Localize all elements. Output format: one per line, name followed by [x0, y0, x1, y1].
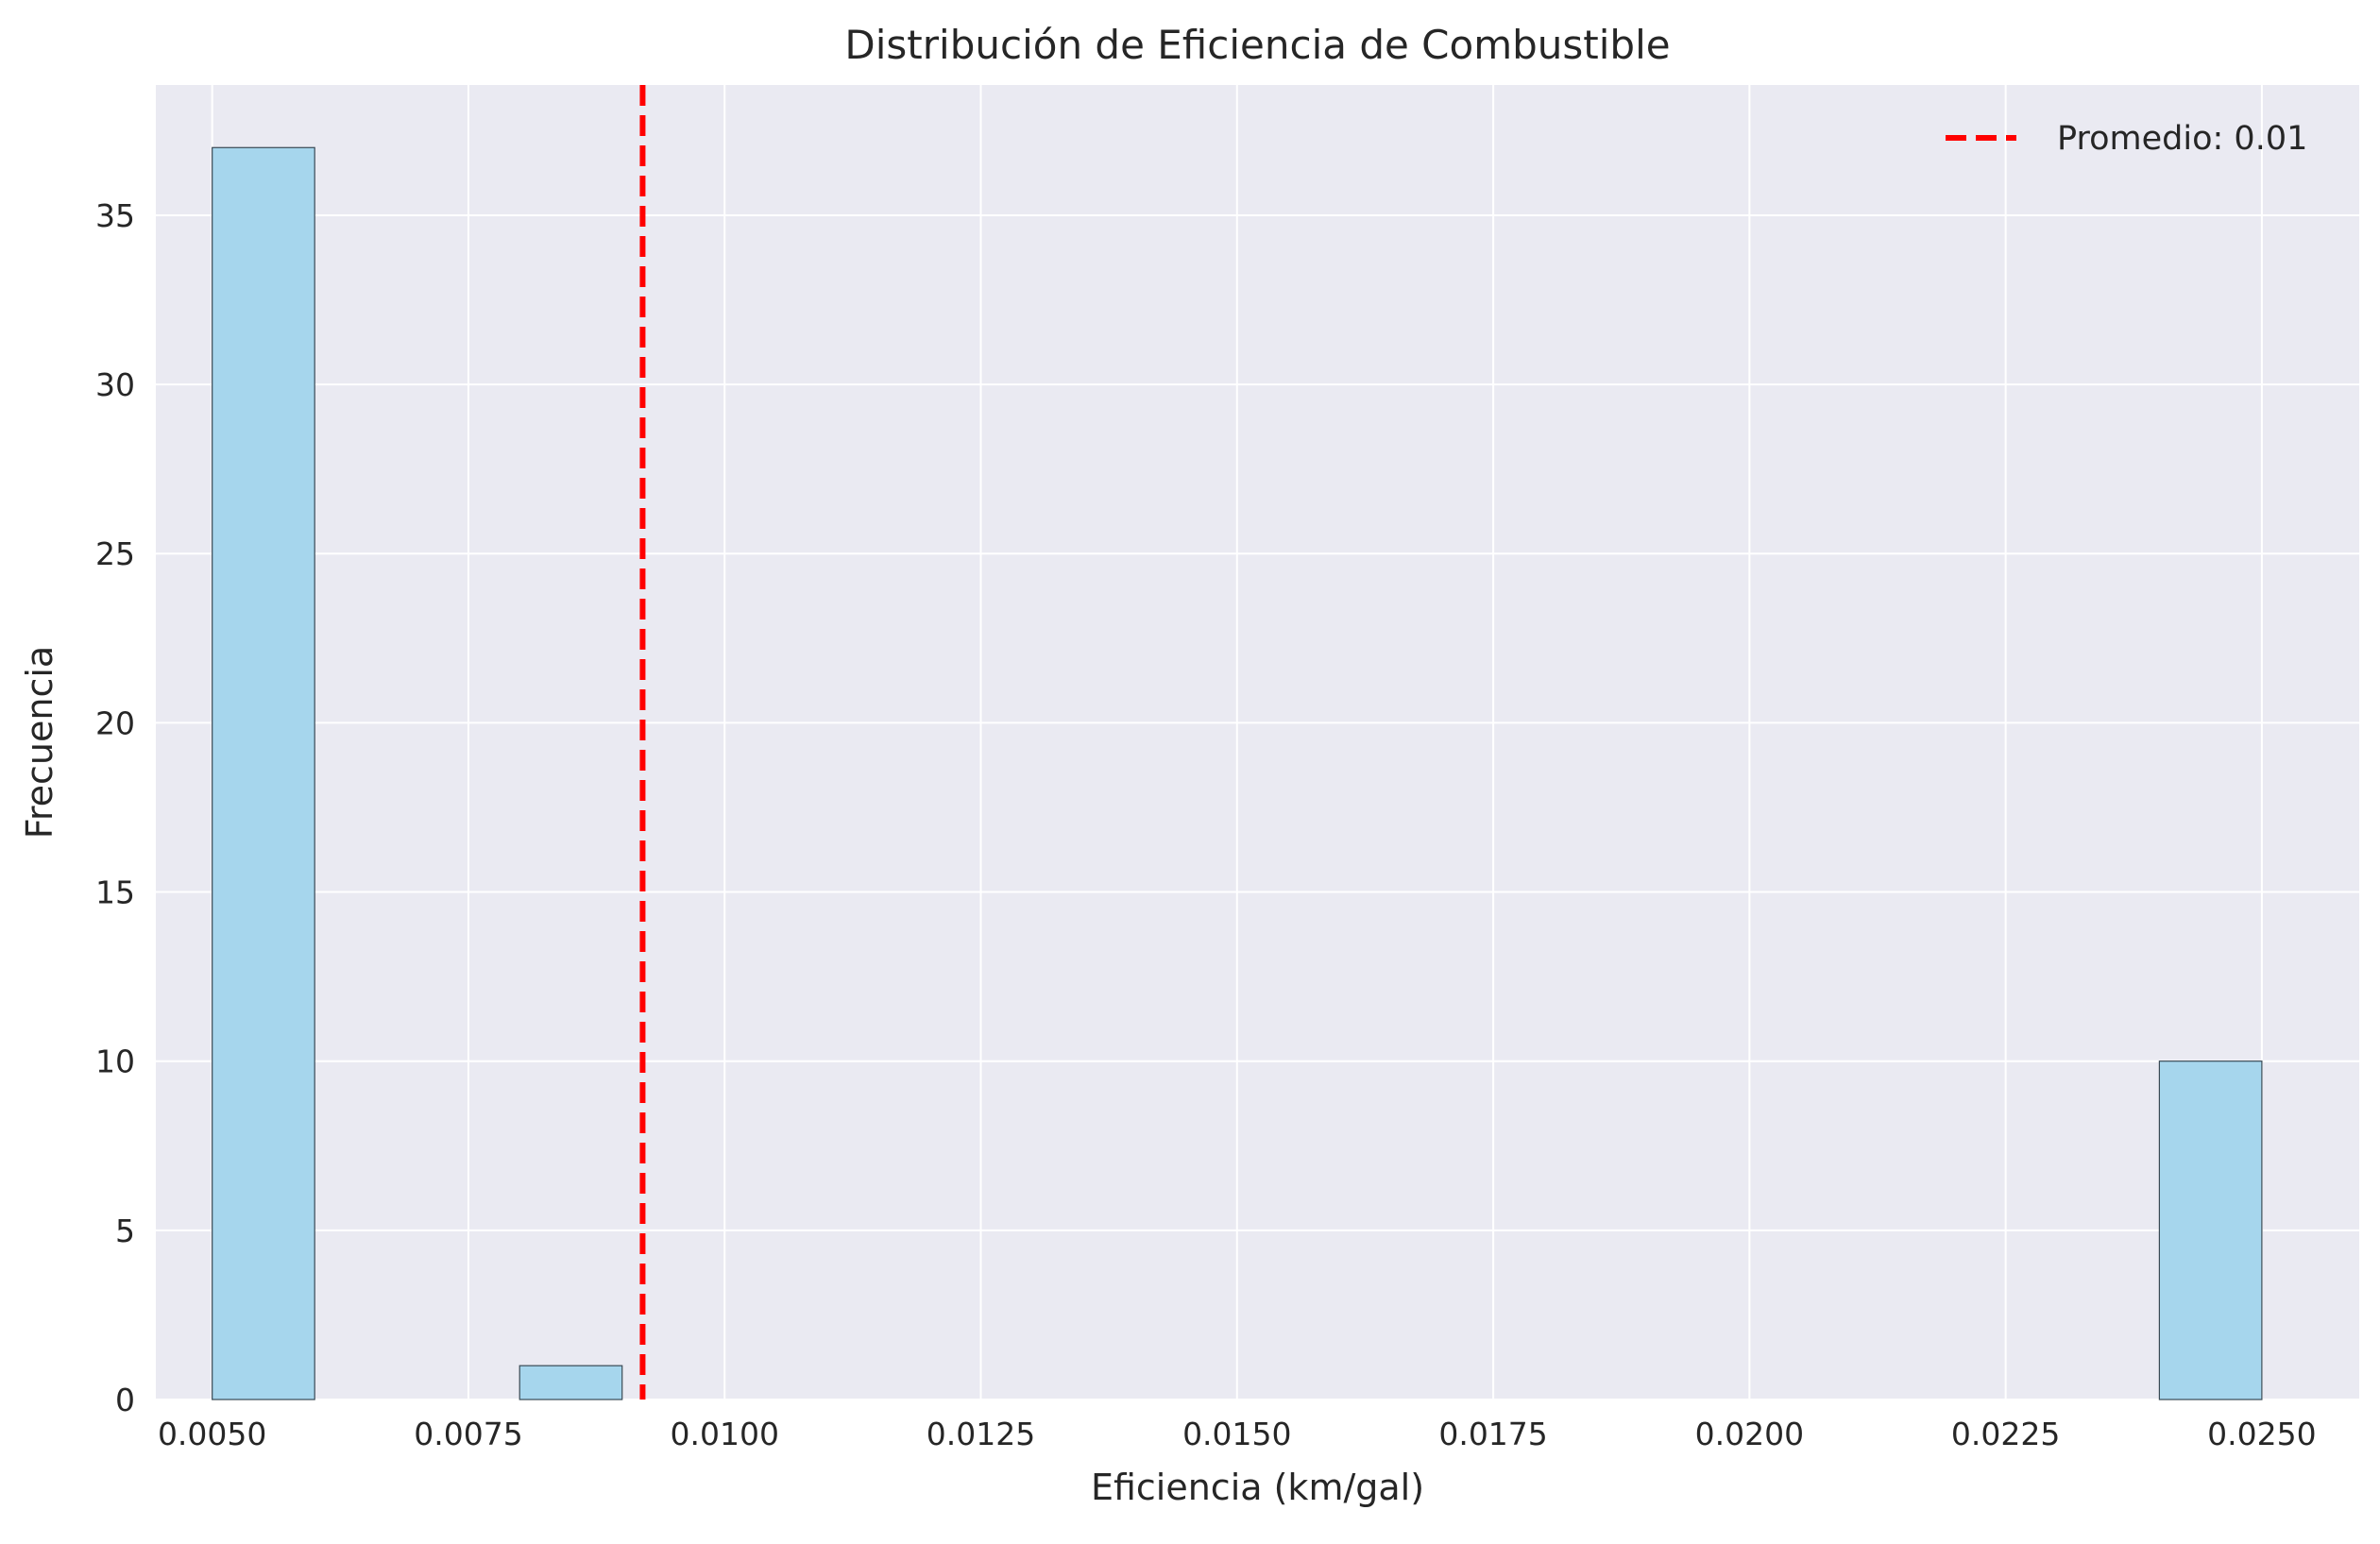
x-tick-label: 0.0125: [926, 1416, 1035, 1452]
y-tick-label: 15: [95, 874, 135, 911]
bars: [212, 146, 2263, 1400]
grid: [156, 85, 2359, 1400]
chart-title: Distribución de Eficiencia de Combustibl…: [844, 22, 1670, 68]
x-tick-label: 0.0100: [671, 1416, 779, 1452]
x-tick-label: 0.0075: [414, 1416, 522, 1452]
y-tick-label: 20: [95, 704, 135, 741]
y-tick-label: 5: [115, 1213, 135, 1249]
plot-area: [156, 85, 2359, 1400]
legend: Promedio: 0.01: [1946, 120, 2307, 158]
x-tick-label: 0.0050: [158, 1416, 266, 1452]
legend-label: Promedio: 0.01: [2057, 120, 2307, 158]
histogram-bar: [518, 1365, 623, 1400]
y-tick-label: 35: [95, 197, 135, 234]
x-tick-labels: 0.0050 0.0075 0.0100 0.0125 0.0150 0.0175 0.02…: [158, 1416, 2317, 1452]
x-axis-label: Eficiencia (km/gal): [1091, 1467, 1424, 1508]
x-tick-label: 0.0200: [1695, 1416, 1804, 1452]
x-tick-label: 0.0250: [2207, 1416, 2316, 1452]
y-tick-label: 25: [95, 535, 135, 572]
x-tick-label: 0.0150: [1182, 1416, 1291, 1452]
x-tick-label: 0.0175: [1438, 1416, 1547, 1452]
y-tick-labels: 0 5 10 15 20 25 30 35: [95, 197, 135, 1418]
histogram-bar: [2158, 1060, 2263, 1400]
y-tick-label: 30: [95, 366, 135, 403]
y-axis-label: Frecuencia: [19, 646, 60, 839]
histogram-bar: [212, 146, 315, 1400]
x-tick-label: 0.0225: [1951, 1416, 2060, 1452]
y-tick-label: 10: [95, 1043, 135, 1080]
y-tick-label: 0: [115, 1382, 135, 1418]
